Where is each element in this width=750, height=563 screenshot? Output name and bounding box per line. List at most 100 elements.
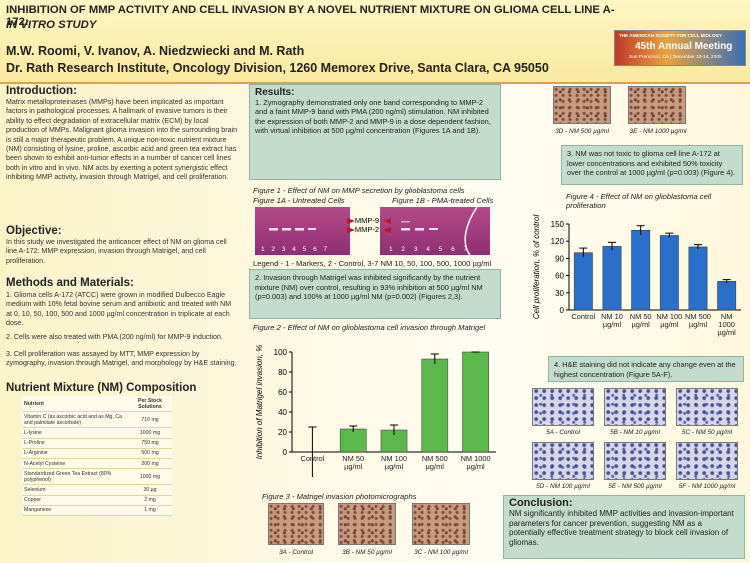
photo-caption: 5D - NM 100 µg/ml bbox=[536, 483, 590, 490]
figure-caption: Figure 1 - Effect of NM on MMP secretion… bbox=[253, 186, 465, 195]
x-tick-label: NM 100 µg/ml bbox=[381, 454, 407, 471]
result-box: 2. Invasion through Matrigel was inhibit… bbox=[249, 269, 501, 319]
chart-svg: Inhibition of Matrigel invasion, % 0 20 40 6… bbox=[255, 345, 496, 477]
y-tick-label: 0 bbox=[283, 448, 288, 457]
band-label: MMP-2 bbox=[355, 225, 379, 234]
gel-mark bbox=[464, 207, 478, 256]
paragraph: In this study we investigated the antica… bbox=[6, 238, 227, 265]
authors: M.W. Roomi, V. Ivanov, A. Niedzwiecki an… bbox=[6, 44, 305, 58]
photo bbox=[412, 503, 470, 545]
bar bbox=[339, 428, 367, 453]
bar bbox=[421, 358, 449, 453]
photo-caption: 5E - NM 500 µg/ml bbox=[608, 483, 662, 490]
paragraph: 4. H&E staining did not indicate any cha… bbox=[554, 360, 736, 379]
table-row: L-Proline 750 mg bbox=[22, 438, 172, 449]
section-heading: Introduction: bbox=[6, 85, 77, 97]
photo-caption: 3D - NM 500 µg/ml bbox=[555, 128, 609, 135]
y-tick-label: 100 bbox=[274, 348, 288, 357]
column-header: Nutrient bbox=[22, 396, 128, 413]
table-cell: L-Proline bbox=[22, 438, 128, 449]
y-axis-label: Cell proliferation, % of control bbox=[532, 215, 541, 320]
chart: Inhibition of Matrigel invasion, % 0 20 40 6… bbox=[250, 345, 500, 482]
x-tick-label: NM 1000 µg/ml bbox=[460, 454, 491, 471]
table-cell: 1000 mg bbox=[128, 427, 172, 439]
conclusion-box: Conclusion: NM significantly inhibited M… bbox=[503, 495, 745, 559]
band-label: MMP-9 bbox=[355, 216, 379, 225]
lane-numbers: 1 2 3 4 5 6 7 bbox=[261, 246, 328, 253]
x-tick-label: Control bbox=[571, 312, 596, 321]
figure-caption: Figure 3 - Matrigel invasion photomicrog… bbox=[262, 492, 417, 501]
paragraph: 2. Invasion through Matrigel was inhibit… bbox=[255, 273, 483, 302]
section-heading: Results: bbox=[255, 87, 295, 98]
section-heading: Nutrient Mixture (NM) Composition bbox=[6, 382, 197, 394]
photo bbox=[676, 388, 738, 426]
section-heading: Conclusion: bbox=[509, 497, 573, 509]
x-tick-label: NM 50 µg/ml bbox=[629, 312, 652, 329]
section-heading: Methods and Materials: bbox=[6, 277, 134, 289]
chart-svg: Cell proliferation, % of control 0 30 60 90 1… bbox=[532, 215, 741, 320]
y-tick-label: 60 bbox=[555, 272, 564, 281]
y-tick-label: 60 bbox=[278, 388, 287, 397]
photo bbox=[338, 503, 396, 545]
logo-society: THE AMERICAN SOCIETY FOR CELL BIOLOGY bbox=[619, 33, 723, 38]
table-cell: Selenium bbox=[22, 484, 128, 496]
table-cell: N-Acetyl Cysteine bbox=[22, 458, 128, 470]
photo-caption: 3E - NM 1000 µg/ml bbox=[629, 128, 687, 135]
photo-caption: 3A - Control bbox=[279, 549, 313, 556]
title: IN VITRO STUDY bbox=[6, 19, 97, 31]
arrow bbox=[383, 227, 391, 233]
table-row: Vitamin C (as ascorbic acid and as Mg, C… bbox=[22, 411, 172, 429]
y-tick-label: 150 bbox=[551, 220, 565, 229]
table-row: L-Arginine 500 mg bbox=[22, 448, 172, 459]
table-cell: 200 mg bbox=[128, 458, 172, 470]
photo-caption: 5A - Control bbox=[546, 429, 580, 436]
x-tick-label: NM 100 µg/ml bbox=[656, 312, 683, 329]
bar bbox=[602, 246, 622, 311]
title: INHIBITION OF MMP ACTIVITY AND CELL INVA… bbox=[6, 4, 615, 28]
x-tick-label: NM 50 µg/ml bbox=[342, 454, 365, 471]
bar bbox=[659, 235, 679, 311]
logo-place: San Francisco, CA | December 10-14, 2005 bbox=[629, 55, 722, 60]
figure-caption: Figure 1A - Untreated Cells bbox=[253, 196, 345, 205]
x-tick-label: NM 1000 µg/ml bbox=[717, 312, 736, 337]
table-header: Nutrient Per Stock Solutions bbox=[22, 396, 172, 413]
table-row: N-Acetyl Cysteine 200 mg bbox=[22, 458, 172, 470]
photo bbox=[553, 86, 611, 124]
gel-figure: MMP-9 MMP-2 1 2 3 4 5 6 7 1 2 3 4 5 6 7 bbox=[255, 207, 490, 256]
logo-meeting: 45th Annual Meeting bbox=[635, 41, 733, 52]
arrow bbox=[347, 227, 355, 233]
result-box: 4. H&E staining did not indicate any cha… bbox=[548, 356, 744, 382]
photo bbox=[532, 442, 594, 480]
table-row: L-lysine 1000 mg bbox=[22, 427, 172, 439]
result-box: 3. NM was not toxic to glioma cell line … bbox=[561, 145, 743, 185]
table-cell: 500 mg bbox=[128, 448, 172, 459]
table-cell: 1000 mg bbox=[128, 468, 172, 486]
y-tick-label: 80 bbox=[278, 368, 287, 377]
photo-caption: 3C - NM 100 µg/ml bbox=[414, 549, 468, 556]
table-cell: Copper bbox=[22, 495, 128, 506]
table-row: Manganese 1 mg bbox=[22, 505, 172, 516]
table-cell: 2 mg bbox=[128, 495, 172, 506]
y-tick-label: 120 bbox=[551, 237, 565, 246]
table-cell: 750 mg bbox=[128, 438, 172, 449]
paragraph: 3. Cell proliferation was assayed by MTT… bbox=[6, 350, 237, 368]
bar bbox=[573, 252, 593, 311]
x-tick-label: NM 500 µg/ml bbox=[421, 454, 448, 471]
x-tick-label: NM 500 µg/ml bbox=[685, 312, 711, 329]
table-cell: L-Arginine bbox=[22, 448, 128, 459]
photo-caption: 5B - NM 10 µg/ml bbox=[610, 429, 660, 436]
photo bbox=[604, 442, 666, 480]
section-heading: Objective: bbox=[6, 225, 62, 237]
table-cell: Manganese bbox=[22, 505, 128, 516]
table-cell: Vitamin C (as ascorbic acid and as Mg, C… bbox=[22, 411, 128, 429]
photo bbox=[532, 388, 594, 426]
table-cell: 710 mg bbox=[128, 411, 172, 429]
photo bbox=[628, 86, 686, 124]
photo bbox=[676, 442, 738, 480]
x-tick-label: NM 10 µg/ml bbox=[601, 312, 623, 329]
figure-legend: Legend - 1 - Markers, 2 - Control, 3-7 N… bbox=[253, 259, 492, 268]
bar bbox=[717, 281, 737, 311]
photo-caption: 5C - NM 50 µg/ml bbox=[681, 429, 733, 436]
figure-caption: Figure 1B - PMA-treated Cells bbox=[392, 196, 494, 205]
